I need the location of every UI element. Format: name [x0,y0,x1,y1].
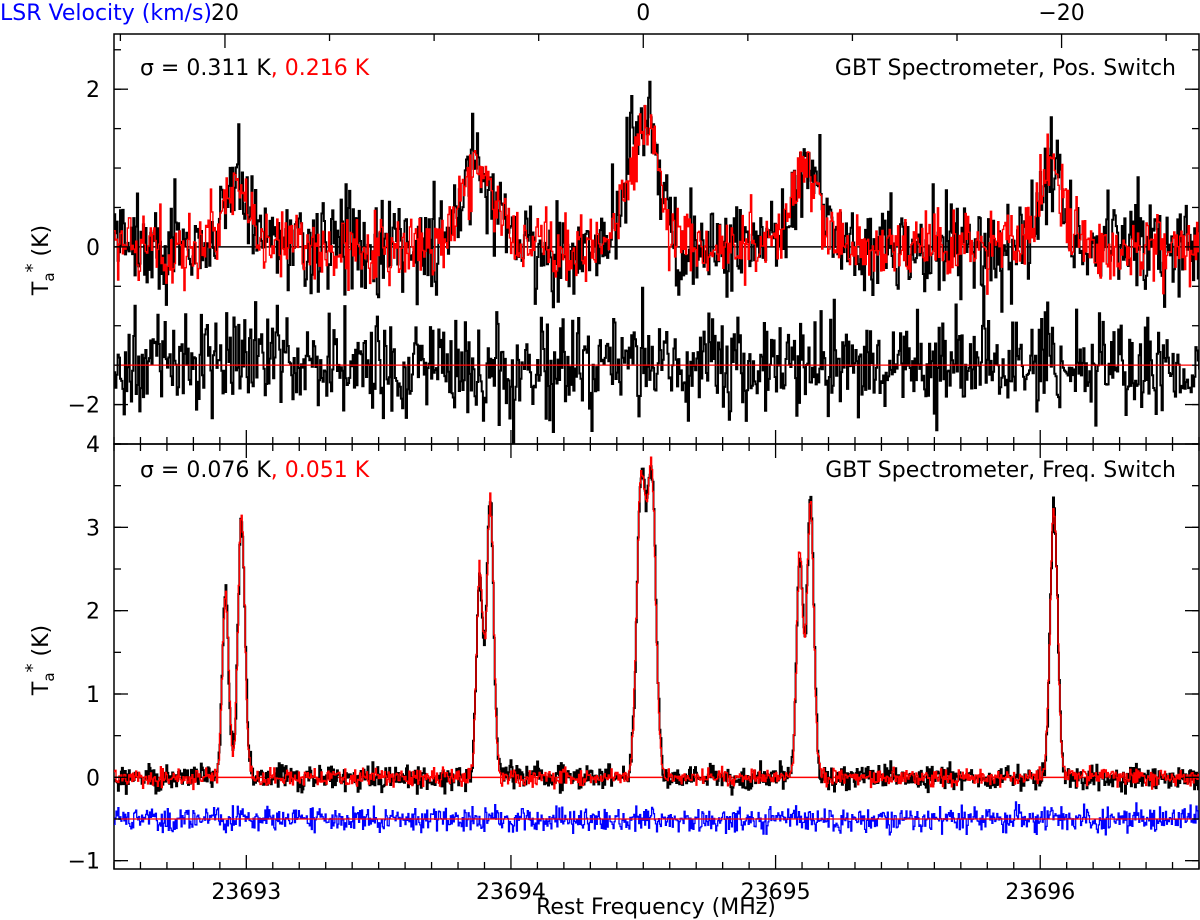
y-tick-label: 4 [86,433,100,458]
plot-frame-bottom [113,443,1200,870]
x-axis-label: Rest Frequency (MHz) [536,895,776,920]
sigma-red-top: , 0.216 K [271,56,370,81]
top-axis-label: LSR Velocity (km/s) [0,1,212,26]
y-tick-label: 2 [86,600,100,625]
spectrum-red [114,456,1199,791]
y-tick-label: −2 [68,394,100,419]
y-tick-label: 1 [86,683,100,708]
y-tick-label: 2 [86,78,100,103]
sigma-black-bottom: σ = 0.076 K [140,458,271,483]
sigma-black-top: σ = 0.311 K [140,56,271,81]
residual-series [114,801,1199,836]
x-tick-label: 23695 [741,880,811,905]
y-axis-label-bottom: Ta* (K) [22,625,58,696]
y-tick-label: 3 [86,516,100,541]
x-tick-label: 23694 [476,880,546,905]
spectrum-red [114,104,1199,295]
y-tick-label: 0 [86,236,100,261]
sigma-red-bottom: , 0.051 K [271,458,370,483]
sigma-annotation-top: σ = 0.311 K, 0.216 K [140,56,370,81]
residual-series [114,285,1199,444]
y-tick-label: 0 [86,766,100,791]
instrument-label-top: GBT Spectrometer, Pos. Switch [835,56,1176,81]
y-axis-label-top: Ta* (K) [22,225,58,296]
y-tick-label: −1 [68,850,100,875]
velocity-tick-label: 20 [211,1,239,26]
panel-freq-switch: −1 0 1 2 3 4 23693 23694 23695 23696 σ = 0.076 K,… [22,433,1200,905]
velocity-tick-label: −20 [1038,1,1084,26]
ticks-bottom: −1 0 1 2 3 4 23693 23694 23695 23696 [68,433,1200,905]
series-group-bottom [114,456,1199,836]
x-tick-label: 23693 [211,880,281,905]
series-group-top [114,80,1199,444]
x-tick-label: 23696 [1005,880,1075,905]
instrument-label-bottom: GBT Spectrometer, Freq. Switch [825,458,1176,483]
sigma-annotation-bottom: σ = 0.076 K, 0.051 K [140,458,370,483]
velocity-tick-label: 0 [636,1,650,26]
